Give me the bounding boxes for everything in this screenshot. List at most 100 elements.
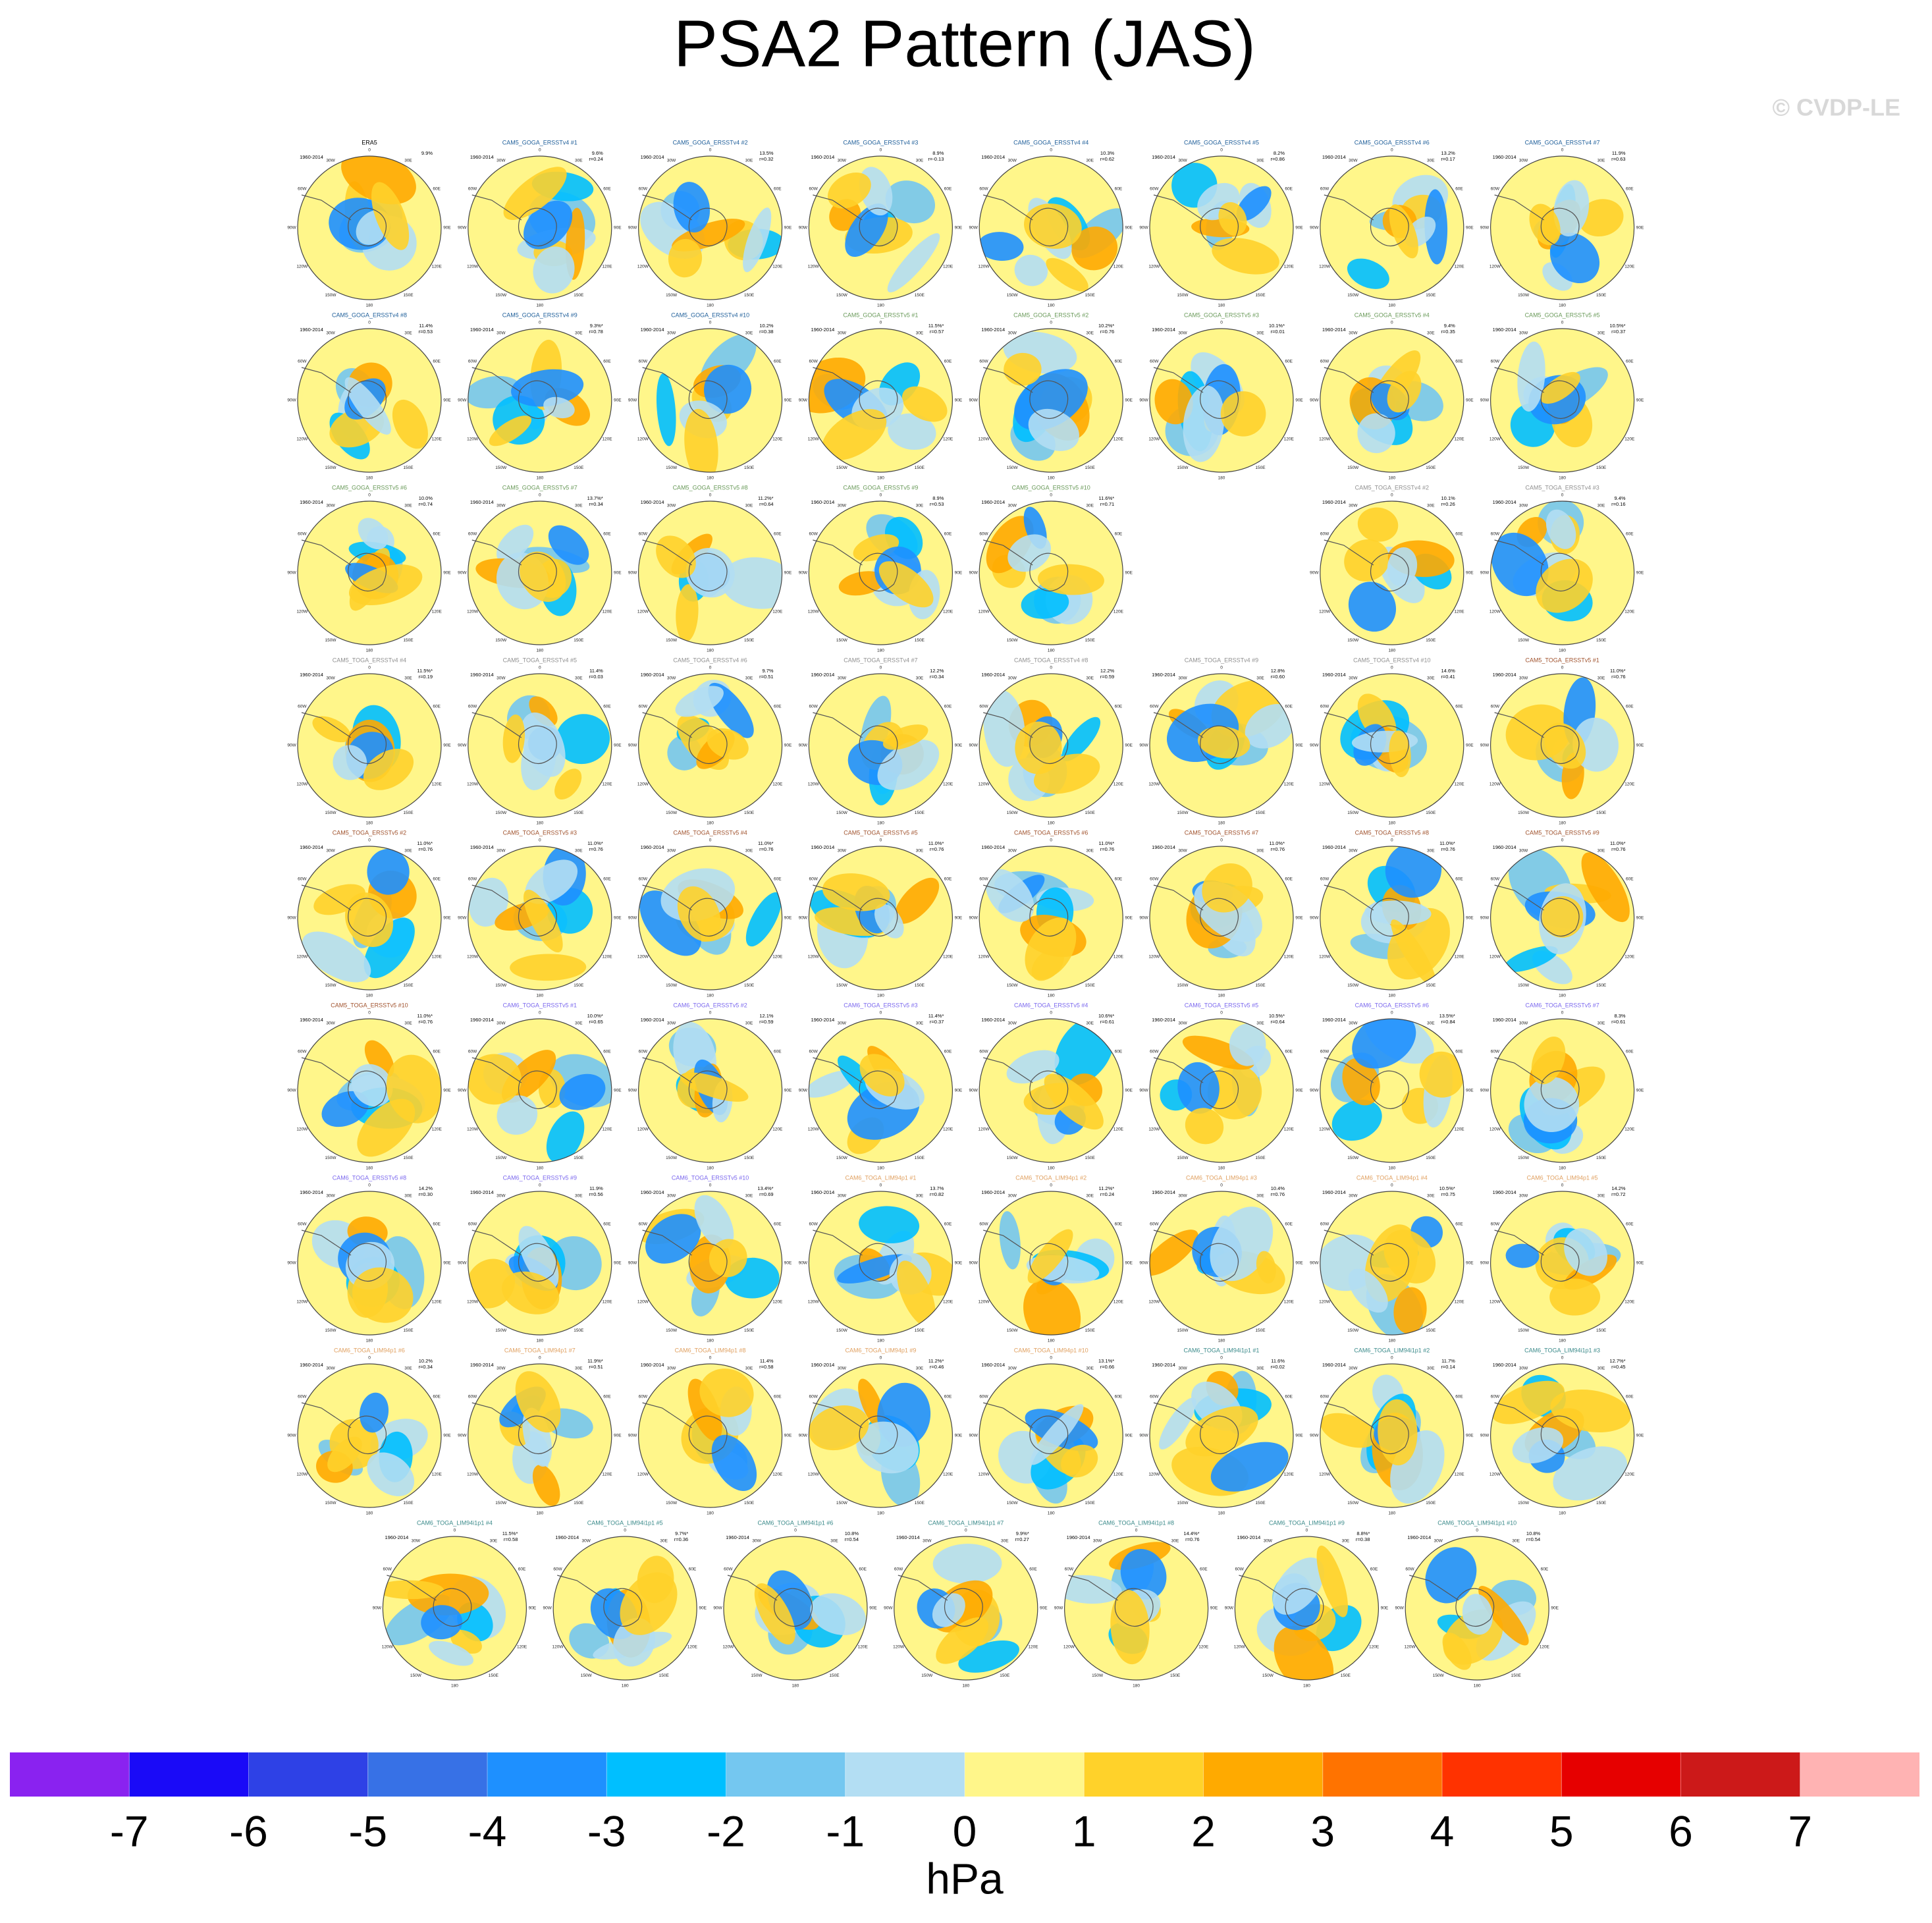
contour-blob [1202, 863, 1252, 913]
map-lon-label: 0 [1391, 321, 1393, 325]
map-panel: 030E60E90E120E150E180150W120W90W60W30WCA… [543, 1519, 707, 1688]
map-lon-label: 60E [1626, 1222, 1634, 1227]
map-lon-label: 90W [287, 1089, 296, 1093]
coastline [642, 1402, 728, 1454]
contour-blob [1347, 258, 1389, 289]
map-lon-label: 180 [1218, 1511, 1225, 1516]
map-lon-label: 30E [1597, 1367, 1605, 1371]
map-lon-label: 60E [1455, 1222, 1463, 1227]
color-swatch [1322, 1752, 1442, 1797]
map-lon-label: 30E [745, 159, 753, 163]
panel-correlation: r=0.53 [930, 501, 944, 507]
panel-variance: 10.8% [1526, 1530, 1541, 1536]
map-border [1490, 501, 1635, 645]
map-lon-label: 180 [366, 649, 373, 653]
map-lon-label: 30W [1008, 331, 1017, 336]
map-border [1320, 328, 1464, 473]
map-lon-label: 150W [1007, 811, 1019, 815]
map-lon-label: 120E [1114, 265, 1124, 269]
map-panel: 030E60E90E120E150E180150W120W90W60W30WCA… [1480, 1174, 1644, 1343]
map-lon-label: 60W [639, 187, 648, 192]
map-lon-label: 120W [467, 1300, 479, 1305]
map-panel: 030E60E90E120E150E180150W120W90W60W30WCA… [884, 1519, 1048, 1688]
panel-variance: 9.6% [592, 150, 603, 156]
map-lon-label: 180 [1133, 1684, 1140, 1689]
map-lon-label: 90W [1395, 1606, 1405, 1611]
map-lon-label: 150E [1085, 638, 1096, 643]
contour-blob [677, 886, 721, 942]
coastline [301, 1057, 387, 1109]
map-lon-label: 150W [666, 466, 678, 470]
contour-blob [675, 686, 724, 717]
panel-correlation: r=0.71 [1100, 501, 1114, 507]
map-contours [1425, 1547, 1537, 1670]
map-border [1149, 846, 1294, 990]
map-lon-label: 120W [467, 265, 479, 269]
contour-blob [333, 745, 367, 780]
map-lon-label: 60W [1491, 705, 1500, 709]
map-lon-label: 60E [1455, 532, 1463, 537]
map-lon-label: 60E [433, 705, 441, 709]
map-lon-label: 30W [496, 1021, 506, 1026]
panel-variance: 13.7% [930, 1185, 944, 1191]
contour-blob [1154, 379, 1193, 425]
map-lon-label: 90E [784, 744, 792, 748]
map-lon-label: 150W [751, 1673, 763, 1678]
map-contours [1510, 341, 1608, 448]
map-lon-label: 30W [582, 1539, 591, 1544]
map-lon-label: 90E [1466, 1434, 1474, 1438]
map-lon-label: 90W [969, 1261, 979, 1266]
map-lon-label: 180 [1218, 994, 1225, 998]
contour-blob [523, 889, 563, 953]
panel-title: CAM5_TOGA_ERSSTv4 #10 [1353, 657, 1430, 663]
map-lon-label: 90W [1480, 1089, 1489, 1093]
map-lon-label: 30E [1086, 676, 1094, 681]
map-border [468, 846, 612, 990]
panel-correlation: r=0.74 [419, 501, 433, 507]
map-lon-label: 150W [836, 293, 848, 298]
map-lon-label: 90W [458, 1261, 467, 1266]
coastline [727, 1575, 813, 1627]
map-border [552, 1536, 697, 1681]
contour-blob [1578, 199, 1624, 237]
map-lon-label: 30W [667, 676, 676, 681]
map-lon-label: 30E [1256, 676, 1264, 681]
panel-variance: 11.6% [1271, 1358, 1285, 1364]
map-lon-label: 120W [296, 437, 308, 442]
panel-variance: 10.6%* [1098, 1013, 1114, 1019]
map-border [1149, 1363, 1294, 1508]
map-lon-label: 30E [575, 849, 583, 853]
contour-blob [743, 207, 772, 273]
map-lon-label: 150W [666, 293, 678, 298]
map-lon-label: 30E [575, 1194, 583, 1199]
map-lon-label: 120W [979, 610, 990, 614]
map-lon-label: 90E [784, 571, 792, 576]
coastline [813, 1402, 898, 1454]
map-lon-label: 180 [1388, 476, 1395, 481]
map-lon-label: 90E [1295, 226, 1303, 230]
map-lon-label: 180 [1048, 476, 1055, 481]
map-lon-label: 120E [1454, 1127, 1464, 1132]
map-lon-label: 90W [799, 398, 808, 403]
panel-period: 1960-2014 [1152, 1017, 1175, 1023]
panel-variance: 11.0%* [928, 840, 944, 846]
panel-period: 1960-2014 [1493, 499, 1516, 505]
map-contours [1006, 1019, 1115, 1145]
map-lon-label: 90W [1139, 1434, 1148, 1438]
map-lon-label: 180 [366, 1166, 373, 1171]
color-swatch [487, 1752, 607, 1797]
map-border [297, 846, 442, 990]
map-contours [998, 1404, 1098, 1504]
panel-title: CAM6_TOGA_ERSSTv5 #1 [503, 1002, 577, 1008]
contour-blob [371, 182, 410, 250]
map-panel: 030E60E90E120E150E180150W120W90W60W30WCA… [799, 1174, 963, 1343]
map-lon-label: 180 [707, 1511, 714, 1516]
map-lon-label: 120W [637, 265, 649, 269]
map-lon-label: 150E [1426, 983, 1436, 988]
map-lon-label: 150W [666, 1156, 678, 1160]
map-lon-label: 150E [915, 293, 925, 298]
panel-correlation: r=0.64 [759, 501, 773, 507]
map-lon-label: 150W [1177, 983, 1189, 988]
map-lon-label: 150W [666, 811, 678, 815]
map-panel: 030E60E90E120E150E180150W120W90W60W30WCA… [799, 657, 963, 825]
